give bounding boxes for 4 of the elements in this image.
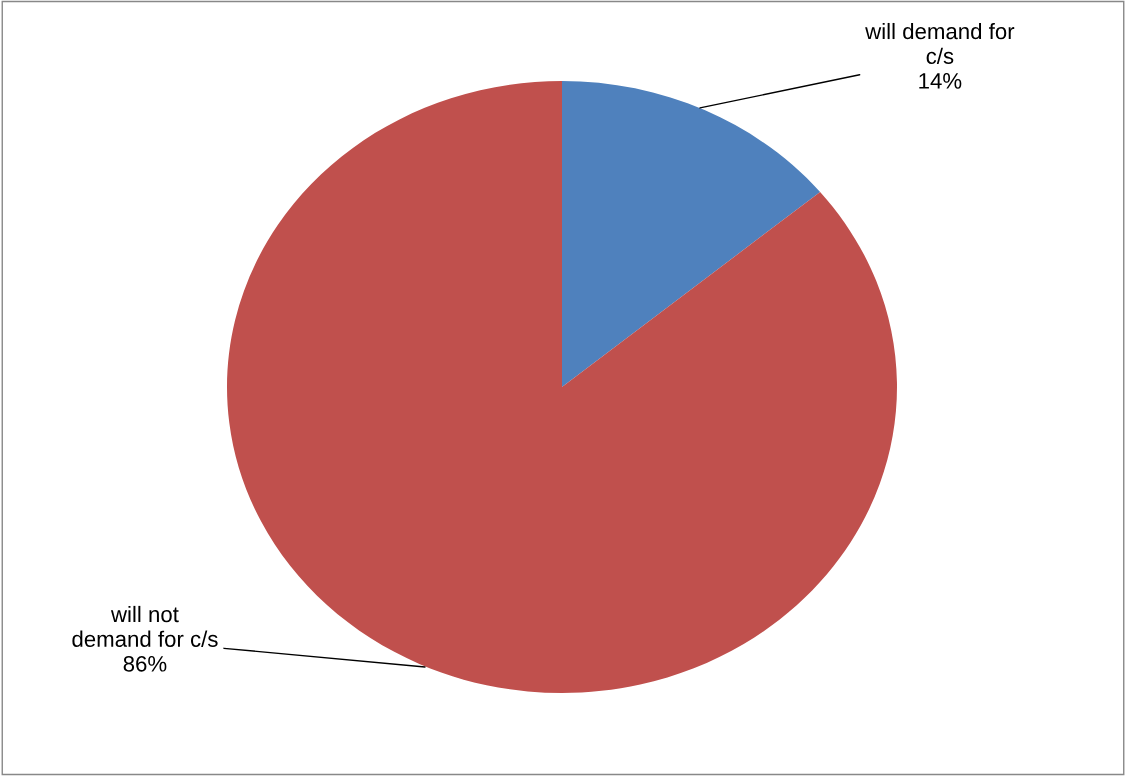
data-label: 86% bbox=[123, 655, 167, 672]
slice-label: will demand for c/s bbox=[865, 22, 1015, 65]
data-label: 14% bbox=[919, 73, 962, 89]
slice-label: will not demand for c/s bbox=[72, 605, 218, 647]
